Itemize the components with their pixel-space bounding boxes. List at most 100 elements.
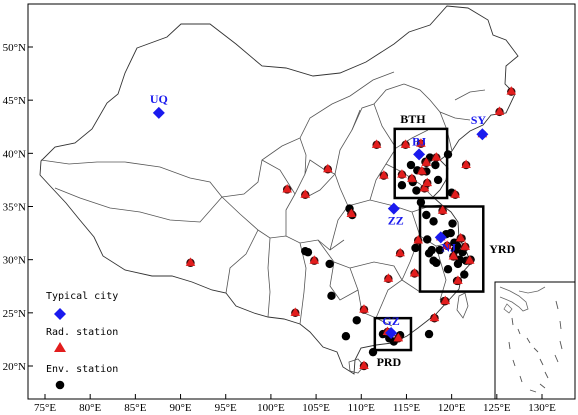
lon-tick-label: 100°E xyxy=(257,402,285,414)
env-station-marker xyxy=(433,175,443,185)
region-box-bth xyxy=(393,127,449,200)
lon-tick-label: 75°E xyxy=(34,402,56,414)
region-box-prd xyxy=(373,316,413,352)
rad-station-marker xyxy=(346,208,357,217)
china-boundaries xyxy=(39,5,519,375)
lon-tick-label: 120°E xyxy=(438,402,466,414)
lon-tick-label: 80°E xyxy=(79,402,101,414)
rad-station-marker xyxy=(409,267,420,277)
rad-station-marker xyxy=(397,169,407,178)
env-station-marker xyxy=(435,245,445,255)
lon-tick-label: 90°E xyxy=(169,402,191,414)
rad-station-marker xyxy=(359,360,369,369)
region-label-bth: BTH xyxy=(400,112,426,126)
lon-tick-label: 110°E xyxy=(348,402,375,414)
rad-station-marker xyxy=(506,86,517,95)
legend-env-station-label: Env. station xyxy=(46,364,118,375)
region-boxes: BTH YRD PRD xyxy=(373,112,516,369)
rad-stations xyxy=(185,86,517,371)
legend-rad-station-label: Rad. station xyxy=(46,327,118,338)
rad-station-marker xyxy=(421,157,432,166)
longitude-ticks: 75°E 80°E 85°E 90°E 95°E 100°E 105°E 110°E 115°E… xyxy=(34,394,556,414)
env-station-marker xyxy=(423,235,432,244)
env-station-marker xyxy=(443,150,453,159)
env-station-marker xyxy=(327,291,336,301)
lon-tick-label: 115°E xyxy=(393,402,420,414)
env-station-marker xyxy=(448,219,457,228)
env-station-marker xyxy=(368,347,378,357)
typical-city-label-sy: SY xyxy=(471,113,487,127)
lat-tick-label: 20°N xyxy=(3,361,26,373)
rad-station-marker xyxy=(417,165,427,175)
latitude-ticks: 20°N 25°N 30°N 35°N 40°N 45°N 50°N xyxy=(3,42,33,373)
typical-city-label-gz: GZ xyxy=(382,314,399,328)
typical-city-marker-sy xyxy=(476,128,489,141)
typical-city-label-nj: NJ xyxy=(441,240,456,254)
south-china-sea-inset xyxy=(494,281,576,400)
map-frame xyxy=(27,3,576,400)
rad-station-marker xyxy=(323,163,333,173)
legend: Typical city Rad. station Env. station xyxy=(46,291,118,390)
rad-station-marker xyxy=(290,307,301,316)
typical-city-marker-bj xyxy=(413,148,426,161)
rad-station-marker xyxy=(419,182,430,192)
rad-station-marker xyxy=(448,250,459,260)
rad-station-marker xyxy=(416,138,426,147)
env-station-marker xyxy=(301,246,310,256)
env-station-marker xyxy=(352,316,361,325)
typical-city-marker-gz xyxy=(385,327,398,340)
env-station-marker xyxy=(443,265,453,274)
env-station-marker xyxy=(429,217,438,226)
rad-station-marker xyxy=(185,257,196,266)
rad-station-marker xyxy=(440,295,451,305)
rad-station-marker xyxy=(371,139,382,148)
rad-station-marker xyxy=(494,106,505,115)
env-station-marker xyxy=(432,258,441,268)
legend-env-station-marker xyxy=(55,380,65,390)
lat-tick-label: 45°N xyxy=(3,95,26,107)
lat-tick-label: 30°N xyxy=(3,255,26,267)
rad-station-marker xyxy=(413,235,424,244)
rad-station-marker xyxy=(309,255,320,264)
rad-station-marker xyxy=(464,255,475,264)
rad-station-marker xyxy=(300,189,311,198)
env-station-marker xyxy=(446,228,455,238)
env-station-marker xyxy=(325,259,334,269)
rad-station-marker xyxy=(429,312,440,322)
legend-typical-city-label: Typical city xyxy=(46,291,118,302)
env-station-marker xyxy=(424,329,434,339)
rad-station-marker xyxy=(442,240,452,249)
lon-tick-label: 130°E xyxy=(528,402,556,414)
rad-station-marker xyxy=(359,304,369,313)
env-station-marker xyxy=(412,186,421,195)
rad-station-marker xyxy=(450,189,461,198)
typical-city-label-uq: UQ xyxy=(150,92,168,106)
typical-city-label-zz: ZZ xyxy=(388,214,404,228)
env-station-marker xyxy=(422,210,431,220)
lat-tick-label: 35°N xyxy=(3,202,26,214)
rad-station-marker xyxy=(400,139,411,148)
env-station-marker xyxy=(460,270,469,279)
rad-station-marker xyxy=(379,170,389,179)
env-station-marker xyxy=(406,160,416,170)
typical-city-marker-zz xyxy=(387,202,400,215)
lat-tick-label: 50°N xyxy=(3,42,26,54)
rad-station-marker xyxy=(453,275,463,284)
lat-tick-label: 25°N xyxy=(3,308,26,320)
env-station-marker xyxy=(397,181,407,190)
env-station-marker xyxy=(411,243,420,253)
lon-tick-label: 125°E xyxy=(483,402,511,414)
typical-cities: UQ BJ SY ZZ NJ GZ xyxy=(150,92,489,340)
rad-station-marker xyxy=(282,183,292,193)
lon-tick-label: 105°E xyxy=(302,402,330,414)
typical-city-label-bj: BJ xyxy=(412,134,426,148)
legend-typical-city-marker xyxy=(54,308,66,320)
region-label-prd: PRD xyxy=(377,355,402,369)
env-station-marker xyxy=(453,259,463,269)
region-box-yrd xyxy=(418,205,485,293)
rad-station-marker xyxy=(422,177,433,187)
legend-rad-station-marker xyxy=(54,342,66,352)
rad-station-marker xyxy=(383,273,394,282)
rad-station-marker xyxy=(407,173,417,182)
